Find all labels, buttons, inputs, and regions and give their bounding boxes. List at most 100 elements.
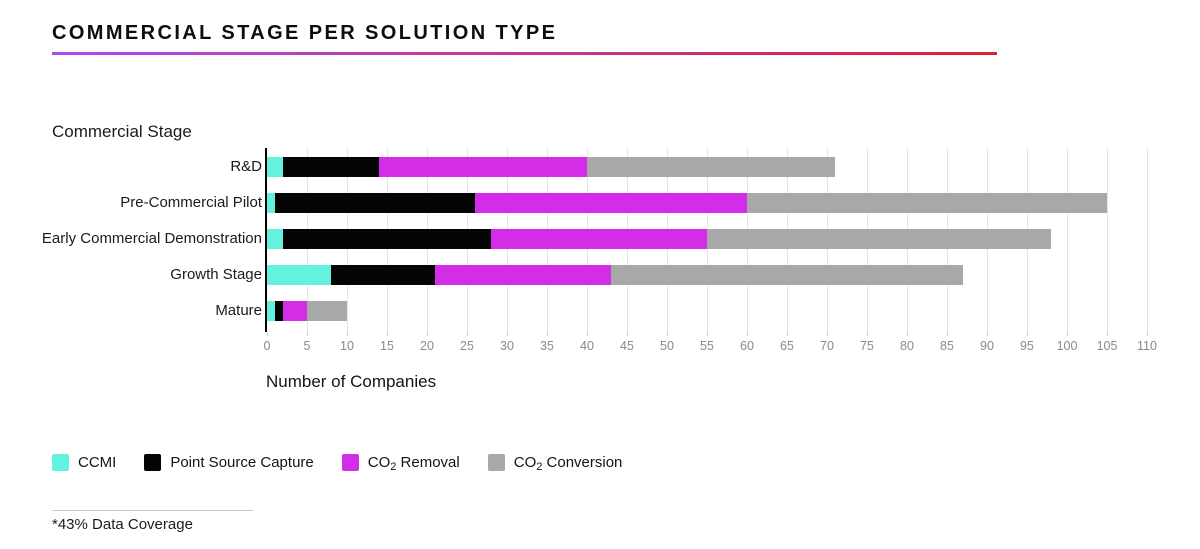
x-tick-label: 0 bbox=[263, 339, 271, 353]
x-tick-label: 5 bbox=[303, 339, 311, 353]
legend-label: CO2 Conversion bbox=[513, 454, 623, 473]
axis-tick bbox=[427, 332, 428, 336]
axis-tick bbox=[667, 332, 668, 336]
bar-segment-ccmi bbox=[267, 265, 331, 285]
bar-row-early-commercial-demonstration bbox=[267, 229, 1051, 249]
axis-tick bbox=[1067, 332, 1068, 336]
legend-swatch-ccmi bbox=[52, 454, 69, 471]
bar-segment-point-source-capture bbox=[275, 301, 283, 321]
bar-row-growth-stage bbox=[267, 265, 963, 285]
axis-tick bbox=[347, 332, 348, 336]
axis-tick bbox=[1027, 332, 1028, 336]
bar-segment-ccmi bbox=[267, 157, 283, 177]
bar-row-r-d bbox=[267, 157, 835, 177]
x-tick-label: 95 bbox=[1020, 339, 1034, 353]
gridline bbox=[1147, 148, 1148, 332]
y-axis-group-title: Commercial Stage bbox=[52, 122, 192, 141]
legend-item-co2-conversion: CO2 Conversion bbox=[487, 454, 623, 473]
x-tick-label: 45 bbox=[620, 339, 634, 353]
x-tick-label: 90 bbox=[980, 339, 994, 353]
axis-tick bbox=[907, 332, 908, 336]
axis-tick bbox=[307, 332, 308, 336]
bar-segment-point-source-capture bbox=[283, 157, 379, 177]
x-tick-label: 80 bbox=[900, 339, 914, 353]
bar-segment-co-removal bbox=[491, 229, 707, 249]
x-axis-ticks: 0 5 10 15 20 25 30 35 40 45 50 55 60 65 70 75 80 85 90 95 10… bbox=[263, 332, 1157, 362]
bar-segment-co-conversion bbox=[587, 157, 835, 177]
category-label: Mature bbox=[215, 302, 262, 319]
page-title: COMMERCIAL STAGE PER SOLUTION TYPE bbox=[52, 22, 558, 44]
x-axis-label: Number of Companies bbox=[266, 372, 437, 391]
bar-segment-co-removal bbox=[435, 265, 611, 285]
axis-tick bbox=[467, 332, 468, 336]
axis-tick bbox=[627, 332, 628, 336]
axis-tick bbox=[1107, 332, 1108, 336]
axis-tick bbox=[827, 332, 828, 336]
title-underline-rule bbox=[52, 52, 997, 55]
axis-tick bbox=[787, 332, 788, 336]
legend-item-point-source-capture: Point Source Capture bbox=[144, 454, 314, 471]
x-tick-label: 25 bbox=[460, 339, 474, 353]
bar-segment-co-conversion bbox=[307, 301, 347, 321]
bar-segment-point-source-capture bbox=[331, 265, 435, 285]
x-tick-label: 15 bbox=[380, 339, 394, 353]
x-tick-label: 85 bbox=[940, 339, 954, 353]
gridline bbox=[1107, 148, 1108, 332]
category-labels-column: R&D Pre-Commercial Pilot Early Commercial … bbox=[30, 148, 262, 332]
legend-item-co2-removal: CO2 Removal bbox=[341, 454, 460, 473]
x-tick-label: 30 bbox=[500, 339, 514, 353]
chart-legend: CCMI Point Source Capture CO2 Removal CO… bbox=[52, 454, 623, 473]
bar-row-pre-commercial-pilot bbox=[267, 193, 1107, 213]
category-label: Growth Stage bbox=[170, 266, 262, 283]
x-tick-label: 35 bbox=[540, 339, 554, 353]
bar-segment-co-removal bbox=[379, 157, 587, 177]
x-tick-label: 70 bbox=[820, 339, 834, 353]
bar-segment-ccmi bbox=[267, 301, 275, 321]
axis-tick bbox=[867, 332, 868, 336]
axis-tick bbox=[747, 332, 748, 336]
bar-segment-point-source-capture bbox=[283, 229, 491, 249]
x-tick-label: 10 bbox=[340, 339, 354, 353]
legend-swatch-co2-removal bbox=[341, 454, 359, 471]
category-label: R&D bbox=[230, 158, 262, 175]
x-tick-label: 110 bbox=[1137, 339, 1157, 353]
axis-tick bbox=[267, 332, 268, 336]
gridline bbox=[1067, 148, 1068, 332]
y-axis-line bbox=[265, 148, 267, 332]
category-label: Early Commercial Demonstration bbox=[41, 230, 262, 247]
axis-tick bbox=[387, 332, 388, 336]
axis-tick bbox=[947, 332, 948, 336]
bar-segment-ccmi bbox=[267, 229, 283, 249]
bar-row-mature bbox=[267, 301, 347, 321]
legend-label: CO2 Removal bbox=[367, 454, 460, 473]
axis-tick bbox=[587, 332, 588, 336]
legend-label: Point Source Capture bbox=[170, 454, 314, 471]
footnote-divider bbox=[52, 510, 253, 511]
x-tick-label: 65 bbox=[780, 339, 794, 353]
bar-segment-co-removal bbox=[475, 193, 747, 213]
bar-segment-ccmi bbox=[267, 193, 275, 213]
axis-tick bbox=[547, 332, 548, 336]
legend-swatch-point-source-capture bbox=[144, 454, 162, 471]
legend-item-ccmi: CCMI bbox=[52, 454, 116, 471]
x-tick-label: 75 bbox=[860, 339, 874, 353]
bar-segment-co-conversion bbox=[707, 229, 1051, 249]
x-tick-label: 55 bbox=[700, 339, 714, 353]
axis-tick bbox=[707, 332, 708, 336]
axis-tick bbox=[1147, 332, 1148, 336]
axis-tick bbox=[507, 332, 508, 336]
legend-label: CCMI bbox=[78, 454, 117, 471]
x-tick-label: 50 bbox=[660, 339, 674, 353]
bar-segment-co-conversion bbox=[611, 265, 963, 285]
category-label: Pre-Commercial Pilot bbox=[120, 194, 262, 211]
plot-area bbox=[265, 148, 1151, 332]
bar-segment-co-conversion bbox=[747, 193, 1107, 213]
x-tick-label: 40 bbox=[580, 339, 594, 353]
axis-tick bbox=[987, 332, 988, 336]
x-tick-label: 60 bbox=[740, 339, 754, 353]
bar-segment-point-source-capture bbox=[275, 193, 475, 213]
footnote-text: *43% Data Coverage bbox=[52, 516, 193, 533]
x-tick-label: 100 bbox=[1056, 339, 1078, 353]
x-tick-label: 20 bbox=[420, 339, 434, 353]
